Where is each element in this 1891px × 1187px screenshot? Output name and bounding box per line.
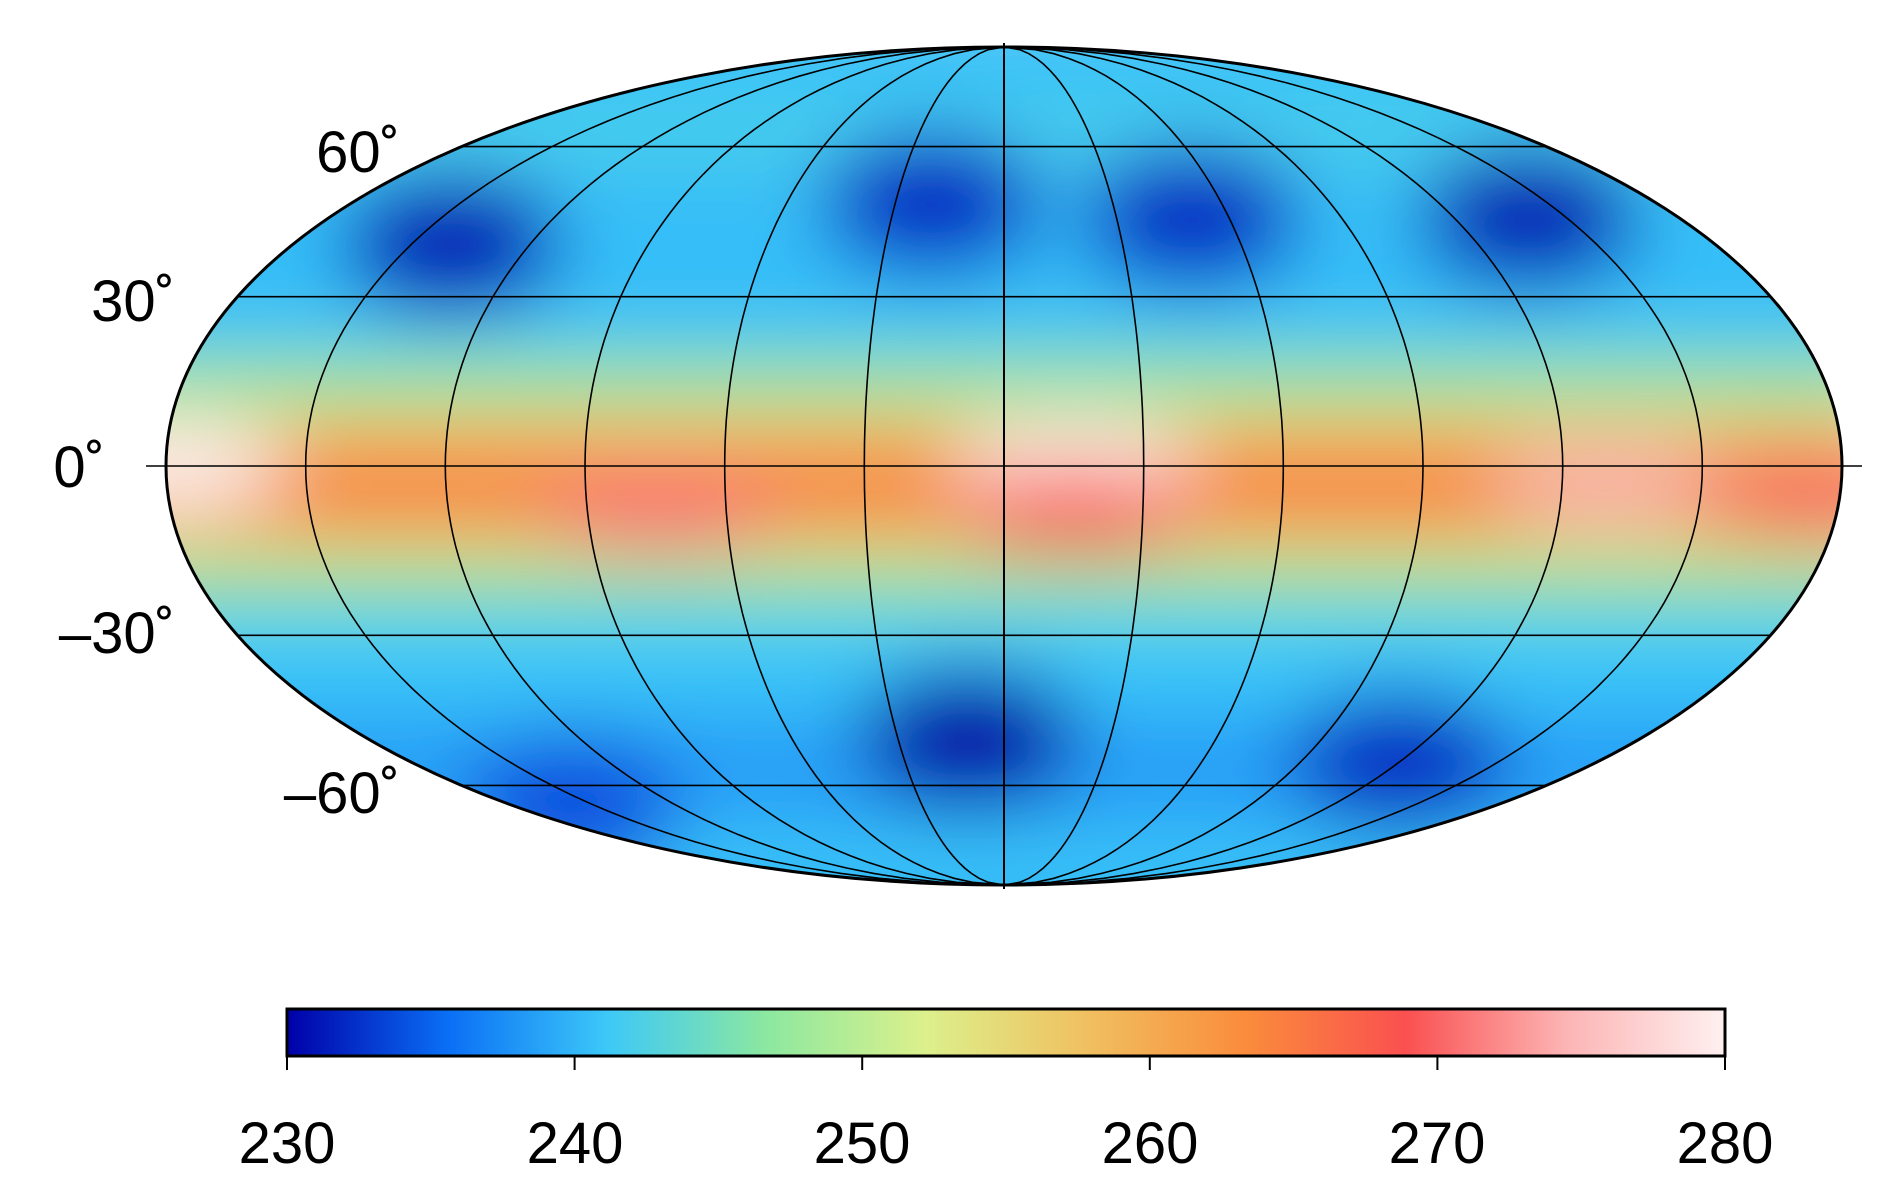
cold-spot [1081,147,1302,288]
cold-spot [341,173,562,314]
colorbar-label-250: 250 [814,1111,911,1176]
cold-spot [821,132,1042,273]
colorbar-label-260: 260 [1102,1111,1199,1176]
field-band [166,523,1842,560]
latitude-labels: 60˚ 30˚ 0˚ –30˚ –60˚ [53,120,400,826]
lat-label-minus30: –30˚ [59,601,175,666]
field-band [166,827,1842,885]
mollweide-globe [146,43,1862,889]
field-band [166,352,1842,411]
cold-spot [1419,147,1640,288]
hot-spot [1488,441,1729,526]
hot-spot [1696,452,1842,537]
colorbar-ticks [286,1056,1726,1070]
colorbar-tick-labels: 230 240 250 260 270 280 [239,1111,1774,1176]
lat-label-0: 0˚ [53,435,105,500]
hot-spot [166,424,286,508]
field-band [166,557,1842,610]
colorbar-label-240: 240 [527,1111,624,1176]
graticule [146,43,1862,889]
colorbar-bar [285,1007,1727,1058]
lat-label-30: 30˚ [91,269,175,334]
lat-label-60: 60˚ [316,120,400,185]
hot-spot [953,469,1194,554]
colorbar-label-270: 270 [1389,1111,1486,1176]
hot-spot [536,469,777,554]
globe-outline [164,45,1844,887]
cold-spot [858,668,1079,809]
colorbar: 230 240 250 260 270 280 [239,1007,1774,1176]
colorbar-label-280: 280 [1677,1111,1774,1176]
lat-label-minus60: –60˚ [284,761,400,826]
temperature-field [166,47,1842,885]
colorbar-label-230: 230 [239,1111,336,1176]
cold-spot [461,736,682,877]
